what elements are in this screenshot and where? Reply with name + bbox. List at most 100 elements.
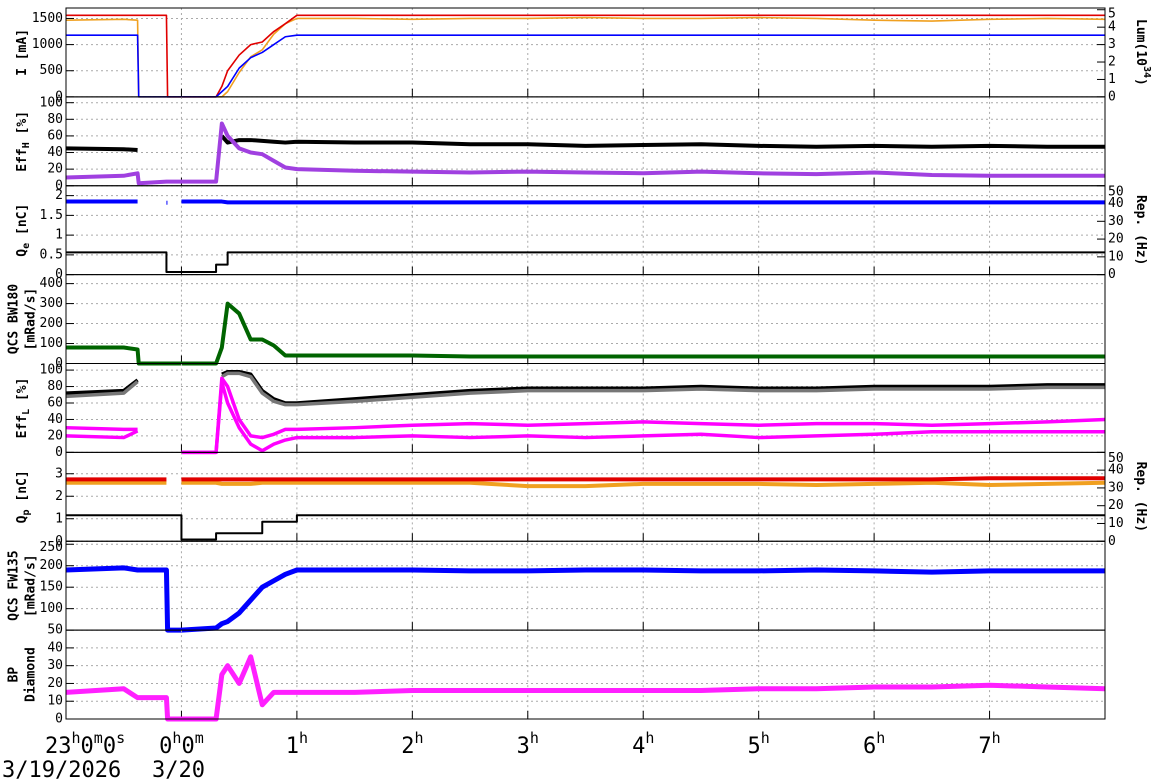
series-line xyxy=(65,565,1105,633)
series-line xyxy=(181,476,1105,482)
y-tick-label: 200 xyxy=(40,558,63,573)
y-tick-label: 60 xyxy=(47,128,63,143)
series-line xyxy=(66,251,1105,273)
axis-label-part: [%] xyxy=(15,111,30,142)
axis-label: Rep. (Hz) xyxy=(1134,462,1149,532)
y2-tick-label: 1 xyxy=(1108,72,1116,87)
axis-label-part: [nC] xyxy=(15,470,30,509)
axis-label: [mRad/s] xyxy=(23,554,38,617)
series-line xyxy=(65,429,139,440)
axis-label-part: ) xyxy=(1134,78,1149,86)
axis-label: [mRad/s] xyxy=(23,288,38,351)
axis-label: BP xyxy=(6,667,21,683)
y-tick-label: 100 xyxy=(40,95,63,110)
axis-label-part: e xyxy=(21,243,32,249)
x-tick-label: 0h0m xyxy=(159,729,204,760)
y-tick-label: 100 xyxy=(40,601,63,616)
series-line xyxy=(181,380,1105,455)
axis-label: QCS FW135 xyxy=(6,550,21,620)
y-tick-label: 3 xyxy=(55,466,63,481)
x-tick-label: 2h xyxy=(401,729,423,760)
y-tick-label: 100 xyxy=(40,363,63,378)
y2-tick-label: 5 xyxy=(1108,7,1116,22)
y-tick-label: 80 xyxy=(47,379,63,394)
y-tick-label: 500 xyxy=(40,63,63,78)
series-line xyxy=(66,14,1105,98)
y-tick-label: 300 xyxy=(40,296,63,311)
series-line xyxy=(181,480,1106,489)
axis-label-part: 34 xyxy=(1141,66,1152,78)
series-line xyxy=(181,199,1105,205)
y-tick-label: 30 xyxy=(47,658,63,673)
y-tick-label: 60 xyxy=(47,396,63,411)
axis-label-part: [mRad/s] xyxy=(23,288,38,351)
y-tick-label: 1.5 xyxy=(40,208,63,223)
y-tick-label: 0 xyxy=(55,267,63,282)
axis-label-part: Lum(10 xyxy=(1134,19,1149,66)
axis-label: Lum(1034) xyxy=(1134,19,1153,86)
axis-label-part: Eff xyxy=(15,415,30,438)
y-tick-label: 1500 xyxy=(32,11,63,26)
series-line xyxy=(65,380,139,399)
series-line xyxy=(220,134,1105,149)
date-label: 3/19/2026 xyxy=(2,758,121,782)
y2-tick-label: 30 xyxy=(1108,480,1124,495)
y2-tick-label: 0 xyxy=(1108,89,1116,104)
y2-tick-label: 40 xyxy=(1108,463,1124,478)
series-line xyxy=(65,654,1106,722)
y-tick-label: 20 xyxy=(47,676,63,691)
axis-label-part: QCS FW135 xyxy=(6,550,21,620)
y-tick-label: 0 xyxy=(55,178,63,193)
panel-frame xyxy=(65,629,1106,720)
y-tick-label: 0.5 xyxy=(40,247,63,262)
axis-label: EffH [%] xyxy=(15,111,33,172)
y-tick-label: 80 xyxy=(47,112,63,127)
x-tick-label: 5h xyxy=(748,729,770,760)
y2-tick-label: 2 xyxy=(1108,55,1116,70)
y2-tick-label: 50 xyxy=(1108,184,1124,199)
axis-label-part: [nC] xyxy=(15,204,30,243)
y-tick-label: 250 xyxy=(40,540,63,555)
series-line xyxy=(65,121,1105,186)
axis-label-part: Q xyxy=(15,515,30,523)
y-tick-label: 0 xyxy=(55,356,63,371)
panel-frame xyxy=(65,540,1106,631)
y-tick-label: 50 xyxy=(47,623,63,638)
axis-label-part: Eff xyxy=(15,148,30,171)
y2-tick-label: 10 xyxy=(1108,249,1124,264)
y-tick-label: 400 xyxy=(40,276,63,291)
y2-tick-label: 20 xyxy=(1108,232,1124,247)
axis-label: Diamond xyxy=(23,647,38,702)
y2-tick-label: 30 xyxy=(1108,214,1124,229)
axis-label-part: QCS BW180 xyxy=(6,284,21,355)
y-tick-label: 1000 xyxy=(32,37,63,52)
y-tick-label: 1 xyxy=(55,228,63,243)
axis-label-part: [mRad/s] xyxy=(23,554,38,617)
panel-frame xyxy=(65,451,1106,542)
series-line xyxy=(66,514,1105,541)
y2-tick-label: 3 xyxy=(1108,37,1116,52)
x-tick-label: 23h0m0s xyxy=(45,729,125,760)
y-tick-label: 0 xyxy=(55,534,63,549)
series-line xyxy=(181,376,1106,455)
y2-tick-label: 0 xyxy=(1108,534,1116,549)
y-tick-label: 1 xyxy=(55,511,63,526)
y2-tick-label: 40 xyxy=(1108,196,1124,211)
axis-label: Rep. (Hz) xyxy=(1134,195,1149,265)
y-tick-label: 0 xyxy=(55,89,63,104)
axis-label-part: p xyxy=(21,509,32,515)
y-tick-label: 40 xyxy=(47,640,63,655)
axis-label: EffL [%] xyxy=(15,378,33,439)
date-label: 3/20 xyxy=(152,758,205,782)
axis-label: Qe [nC] xyxy=(15,204,33,257)
axis-label-part: I [mA] xyxy=(15,29,30,76)
x-tick-label: 1h xyxy=(286,729,308,760)
axis-label: I [mA] xyxy=(15,29,30,76)
series-line xyxy=(65,425,138,432)
panel-frame xyxy=(65,185,1106,276)
y-tick-label: 40 xyxy=(47,145,63,160)
axis-label-part: L xyxy=(21,409,32,415)
y2-tick-label: 20 xyxy=(1108,498,1124,513)
y2-tick-label: 50 xyxy=(1108,451,1124,466)
